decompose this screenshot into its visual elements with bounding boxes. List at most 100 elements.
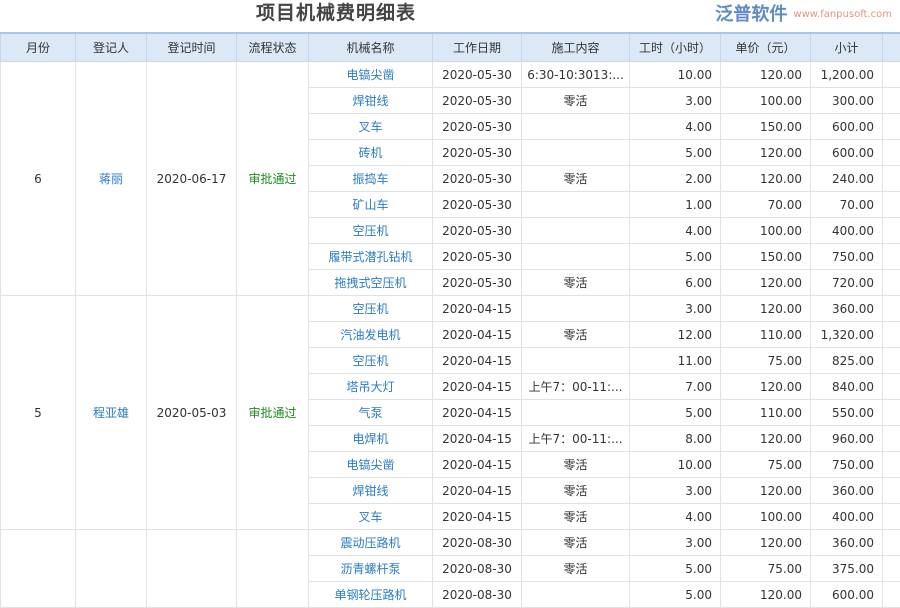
machine-name-link[interactable]: 叉车 xyxy=(309,504,433,530)
registrant-cell[interactable] xyxy=(76,530,147,608)
subtotal-cell: 375.00 xyxy=(811,556,883,582)
work-content-cell: 零活 xyxy=(522,452,630,478)
machine-name-link[interactable]: 拖拽式空压机 xyxy=(309,270,433,296)
unit-price-cell: 100.00 xyxy=(721,218,811,244)
unit-price-cell: 75.00 xyxy=(721,452,811,478)
unit-price-cell: 120.00 xyxy=(721,166,811,192)
unit-price-cell: 100.00 xyxy=(721,504,811,530)
hours-cell: 4.00 xyxy=(630,114,721,140)
month-cell: 5 xyxy=(1,296,76,530)
column-header[interactable]: 工时（小时） xyxy=(630,33,721,62)
work-date-cell: 2020-05-30 xyxy=(433,166,522,192)
machine-name-link[interactable]: 砖机 xyxy=(309,140,433,166)
work-date-cell: 2020-04-15 xyxy=(433,322,522,348)
machine-name-link[interactable]: 空压机 xyxy=(309,348,433,374)
work-content-cell: 上午7：00-11:... xyxy=(522,426,630,452)
work-content-cell: 6:30-10:3013:... xyxy=(522,62,630,88)
column-header[interactable]: 月份 xyxy=(1,33,76,62)
unit-price-cell: 120.00 xyxy=(721,478,811,504)
machine-name-link[interactable]: 振捣车 xyxy=(309,166,433,192)
row-spacer xyxy=(883,166,900,192)
work-date-cell: 2020-05-30 xyxy=(433,62,522,88)
column-header[interactable]: 单价（元） xyxy=(721,33,811,62)
machine-name-link[interactable]: 履带式潜孔钻机 xyxy=(309,244,433,270)
work-content-cell xyxy=(522,582,630,608)
row-spacer xyxy=(883,452,900,478)
work-date-cell: 2020-05-30 xyxy=(433,88,522,114)
machine-name-link[interactable]: 电镐尖凿 xyxy=(309,452,433,478)
subtotal-cell: 600.00 xyxy=(811,114,883,140)
row-spacer xyxy=(883,270,900,296)
row-spacer xyxy=(883,218,900,244)
machine-name-link[interactable]: 塔吊大灯 xyxy=(309,374,433,400)
row-spacer xyxy=(883,426,900,452)
work-date-cell: 2020-04-15 xyxy=(433,426,522,452)
work-content-cell xyxy=(522,192,630,218)
unit-price-cell: 75.00 xyxy=(721,348,811,374)
column-header[interactable]: 登记时间 xyxy=(147,33,237,62)
row-spacer xyxy=(883,400,900,426)
hours-cell: 5.00 xyxy=(630,244,721,270)
hours-cell: 7.00 xyxy=(630,374,721,400)
work-date-cell: 2020-04-15 xyxy=(433,296,522,322)
column-header[interactable]: 机械名称 xyxy=(309,33,433,62)
work-content-cell: 零活 xyxy=(522,478,630,504)
unit-price-cell: 150.00 xyxy=(721,114,811,140)
machine-name-link[interactable]: 震动压路机 xyxy=(309,530,433,556)
hours-cell: 6.00 xyxy=(630,270,721,296)
column-header[interactable]: 流程状态 xyxy=(237,33,309,62)
column-header[interactable]: 工作日期 xyxy=(433,33,522,62)
work-date-cell: 2020-04-15 xyxy=(433,400,522,426)
machine-name-link[interactable]: 沥青螺杆泵 xyxy=(309,556,433,582)
column-header[interactable]: 小计 xyxy=(811,33,883,62)
row-spacer xyxy=(883,478,900,504)
row-spacer xyxy=(883,140,900,166)
unit-price-cell: 120.00 xyxy=(721,582,811,608)
machine-name-link[interactable]: 焊钳线 xyxy=(309,88,433,114)
machine-name-link[interactable]: 空压机 xyxy=(309,218,433,244)
unit-price-cell: 100.00 xyxy=(721,88,811,114)
machine-name-link[interactable]: 电镐尖凿 xyxy=(309,62,433,88)
unit-price-cell: 120.00 xyxy=(721,140,811,166)
unit-price-cell: 110.00 xyxy=(721,400,811,426)
registration-date-cell: 2020-06-17 xyxy=(147,62,237,296)
registrant-cell[interactable]: 程亚雄 xyxy=(76,296,147,530)
column-header[interactable]: 施工内容 xyxy=(522,33,630,62)
hours-cell: 4.00 xyxy=(630,218,721,244)
row-spacer xyxy=(883,504,900,530)
machine-name-link[interactable]: 单钢轮压路机 xyxy=(309,582,433,608)
work-date-cell: 2020-05-30 xyxy=(433,244,522,270)
registrant-cell[interactable]: 蒋丽 xyxy=(76,62,147,296)
page-title: 项目机械费明细表 xyxy=(256,0,416,25)
row-spacer xyxy=(883,88,900,114)
work-date-cell: 2020-08-30 xyxy=(433,530,522,556)
work-content-cell xyxy=(522,400,630,426)
machine-name-link[interactable]: 空压机 xyxy=(309,296,433,322)
machine-name-link[interactable]: 矿山车 xyxy=(309,192,433,218)
subtotal-cell: 360.00 xyxy=(811,478,883,504)
row-spacer xyxy=(883,582,900,608)
subtotal-cell: 240.00 xyxy=(811,166,883,192)
work-content-cell: 零活 xyxy=(522,530,630,556)
machine-name-link[interactable]: 焊钳线 xyxy=(309,478,433,504)
subtotal-cell: 360.00 xyxy=(811,530,883,556)
hours-cell: 11.00 xyxy=(630,348,721,374)
column-header[interactable]: 登记人 xyxy=(76,33,147,62)
hours-cell: 5.00 xyxy=(630,582,721,608)
hours-cell: 2.00 xyxy=(630,166,721,192)
work-content-cell: 上午7：00-11:... xyxy=(522,374,630,400)
hours-cell: 3.00 xyxy=(630,530,721,556)
month-cell: 6 xyxy=(1,62,76,296)
registration-date-cell xyxy=(147,530,237,608)
hours-cell: 1.00 xyxy=(630,192,721,218)
machine-name-link[interactable]: 气泵 xyxy=(309,400,433,426)
hours-cell: 5.00 xyxy=(630,556,721,582)
machine-name-link[interactable]: 叉车 xyxy=(309,114,433,140)
work-content-cell xyxy=(522,114,630,140)
work-content-cell: 零活 xyxy=(522,504,630,530)
machine-name-link[interactable]: 电焊机 xyxy=(309,426,433,452)
machine-name-link[interactable]: 汽油发电机 xyxy=(309,322,433,348)
work-date-cell: 2020-08-30 xyxy=(433,582,522,608)
status-cell: 审批通过 xyxy=(237,296,309,530)
